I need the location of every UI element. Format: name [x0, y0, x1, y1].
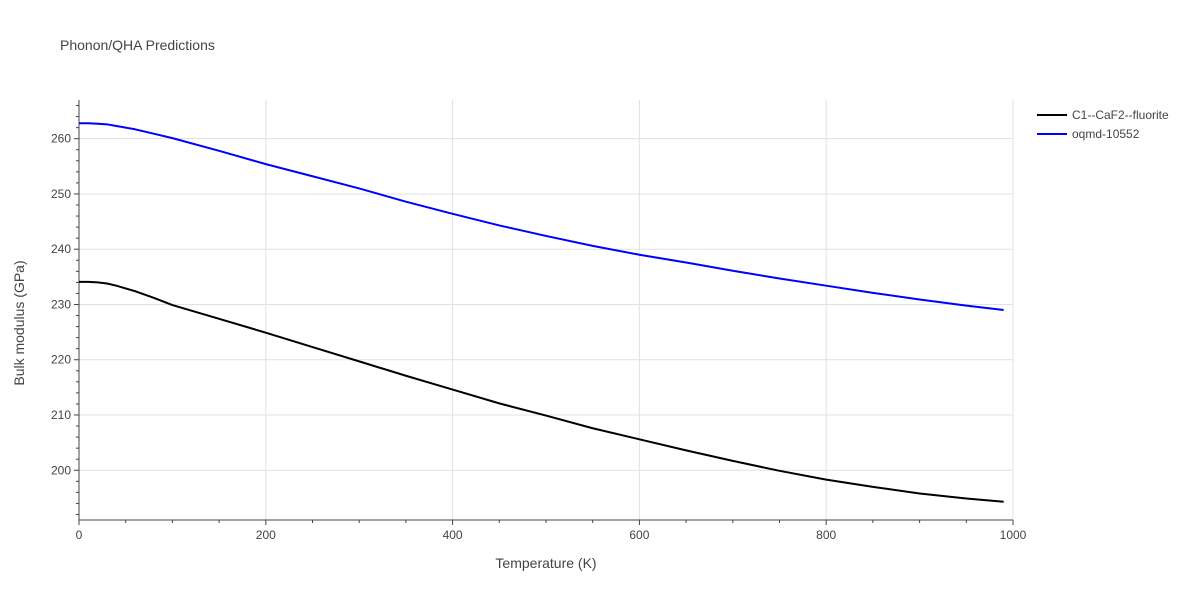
- y-tick-label: 210: [51, 408, 71, 422]
- legend-item-0[interactable]: C1--CaF2--fluorite: [1037, 108, 1169, 122]
- legend-label: oqmd-10552: [1072, 127, 1140, 141]
- axes: 0 200 400 600 800 1000 200 210 220 230 240 250 260: [51, 100, 1027, 542]
- series-line-0: [79, 280, 1004, 503]
- y-tick-label: 250: [51, 187, 71, 201]
- x-tick-label: 1000: [1000, 528, 1027, 542]
- x-tick-label: 800: [816, 528, 836, 542]
- grid: [79, 100, 1014, 520]
- chart-title: Phonon/QHA Predictions: [60, 37, 215, 53]
- y-tick-label: 240: [51, 242, 71, 256]
- y-tick-label: 200: [51, 463, 71, 477]
- x-tick-label: 200: [256, 528, 276, 542]
- legend[interactable]: C1--CaF2--fluorite oqmd-10552: [1037, 108, 1169, 141]
- y-tick-label: 230: [51, 297, 71, 311]
- x-tick-label: 400: [443, 528, 463, 542]
- x-tick-label: 600: [629, 528, 649, 542]
- series-line-1: [79, 122, 1004, 311]
- y-tick-label: 220: [51, 353, 71, 367]
- legend-item-1[interactable]: oqmd-10552: [1037, 127, 1140, 141]
- x-axis-title: Temperature (K): [495, 555, 596, 571]
- y-axis-title: Bulk modulus (GPa): [11, 260, 27, 385]
- legend-label: C1--CaF2--fluorite: [1072, 108, 1169, 122]
- series-layer: [79, 122, 1004, 503]
- y-tick-label: 260: [51, 132, 71, 146]
- x-tick-label: 0: [76, 528, 83, 542]
